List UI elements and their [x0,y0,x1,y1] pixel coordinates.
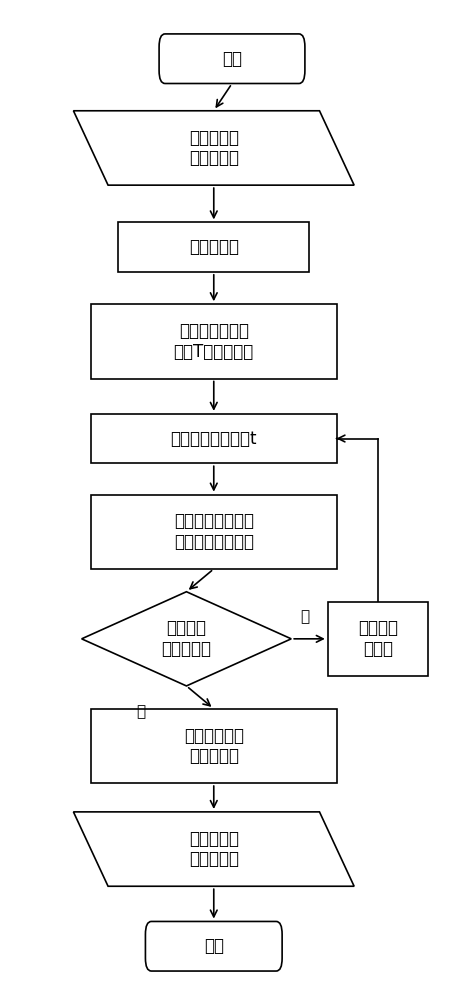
Bar [91,709,336,783]
Bar [91,414,336,463]
Bar [91,304,336,379]
Text: 读取生产井
含水率数据: 读取生产井 含水率数据 [188,129,238,167]
Text: 是: 是 [136,704,145,719]
Bar [118,222,309,272]
Text: 结束: 结束 [203,937,223,955]
Text: 计算当前滑动窗口
内含水率波动幅度: 计算当前滑动窗口 内含水率波动幅度 [174,512,253,551]
Text: 选取注水后时间
跨度T的生产数据: 选取注水后时间 跨度T的生产数据 [173,322,253,361]
FancyBboxPatch shape [159,34,304,84]
Text: 最后一个
滑动窗口？: 最后一个 滑动窗口？ [161,619,211,658]
FancyBboxPatch shape [145,921,282,971]
Polygon shape [81,592,291,686]
Text: 初始化滑动窗口为t: 初始化滑动窗口为t [170,430,257,448]
Polygon shape [73,111,353,185]
Text: 开始: 开始 [221,50,242,68]
Polygon shape [73,812,353,886]
Text: 数据预处理: 数据预处理 [188,238,238,256]
Bar [327,602,427,676]
Text: 下一个滑
动窗口: 下一个滑 动窗口 [357,619,397,658]
Text: 输出最大波
动特征参式: 输出最大波 动特征参式 [188,830,238,868]
Text: 统计得到最大
波动幅度值: 统计得到最大 波动幅度值 [183,727,243,765]
Text: 否: 否 [300,609,309,624]
Bar [91,495,336,569]
